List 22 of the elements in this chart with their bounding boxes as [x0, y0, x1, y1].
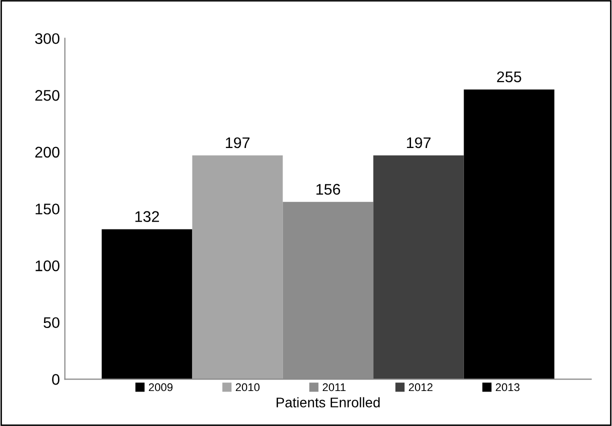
y-tick-label: 0	[52, 374, 60, 385]
data-label: 132	[135, 211, 159, 222]
bar	[464, 89, 554, 380]
y-tick-label: 250	[35, 90, 60, 101]
legend-label: 2013	[496, 383, 520, 392]
data-label: 197	[226, 137, 250, 148]
bar	[192, 155, 283, 380]
y-tick-label: 100	[36, 260, 60, 272]
legend-label: 2010	[236, 383, 260, 392]
y-tick-label: 200	[35, 146, 60, 158]
data-label: 156	[316, 184, 340, 195]
y-tick-label: 300	[35, 33, 60, 44]
data-label: 255	[497, 71, 522, 82]
data-label: 197	[406, 137, 431, 148]
bar	[102, 229, 192, 380]
bar	[373, 155, 464, 380]
legend-label: 2012	[408, 383, 432, 392]
y-tick-label: 150	[36, 204, 60, 214]
x-tick-label: Patients Enrolled	[276, 397, 380, 408]
y-tick-label: 50	[44, 317, 60, 328]
legend-label: 2009	[148, 383, 173, 392]
legend-label: 2011	[322, 383, 346, 392]
